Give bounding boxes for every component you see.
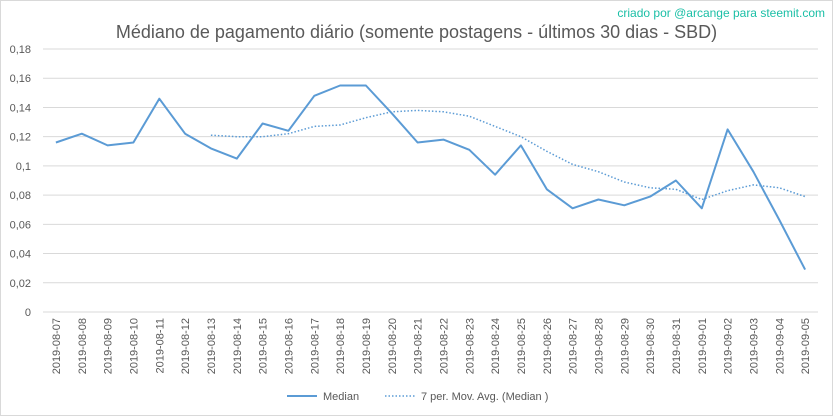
x-tick-label: 2019-08-07 [51, 318, 63, 374]
x-tick-label: 2019-08-24 [490, 318, 502, 374]
y-tick-label: 0,14 [10, 102, 31, 114]
x-tick-label: 2019-08-15 [258, 318, 270, 374]
x-tick-label: 2019-08-12 [180, 318, 192, 374]
x-tick-label: 2019-09-05 [800, 318, 812, 374]
x-tick-label: 2019-08-14 [232, 318, 244, 374]
y-tick-label: 0,12 [10, 132, 31, 144]
x-tick-label: 2019-08-13 [206, 318, 218, 374]
x-tick-label: 2019-08-26 [542, 318, 554, 374]
x-tick-label: 2019-08-19 [361, 318, 373, 374]
x-tick-label: 2019-08-21 [413, 318, 425, 374]
x-tick-label: 2019-09-04 [774, 318, 786, 374]
x-tick-label: 2019-08-23 [464, 318, 476, 374]
moving-average-line [210, 109, 806, 201]
x-tick-label: 2019-08-16 [283, 318, 295, 374]
x-tick-label: 2019-08-29 [619, 318, 631, 374]
y-tick-label: 0,08 [10, 190, 31, 202]
x-tick-label: 2019-08-25 [516, 318, 528, 374]
y-tick-label: 0,06 [10, 219, 31, 231]
x-tick-label: 2019-09-03 [748, 318, 760, 374]
x-tick-label: 2019-08-11 [154, 318, 166, 373]
x-tick-label: 2019-09-01 [697, 318, 709, 374]
credit-text: criado por @arcange para steemit.com [617, 6, 825, 20]
chart-title: Médiano de pagamento diário (somente pos… [115, 22, 718, 42]
x-tick-label: 2019-08-28 [593, 318, 605, 374]
x-tick-label: 2019-08-09 [103, 318, 115, 374]
y-tick-label: 0 [25, 307, 31, 319]
y-tick-label: 0,18 [10, 44, 31, 56]
x-tick-label: 2019-09-02 [723, 318, 735, 374]
y-tick-label: 0,02 [10, 278, 31, 290]
x-tick-label: 2019-08-18 [335, 318, 347, 374]
x-tick-label: 2019-08-30 [645, 318, 657, 374]
x-tick-label: 2019-08-22 [438, 318, 450, 374]
y-tick-label: 0,1 [16, 161, 31, 173]
x-tick-label: 2019-08-10 [128, 318, 140, 374]
x-tick-label: 2019-08-17 [309, 318, 321, 374]
legend-label: Median [323, 391, 359, 403]
y-tick-label: 0,16 [10, 73, 31, 85]
x-tick-label: 2019-08-27 [568, 318, 580, 374]
y-tick-label: 0,04 [10, 249, 31, 261]
legend-label: 7 per. Mov. Avg. (Median ) [421, 391, 548, 403]
median-line [55, 84, 806, 271]
x-tick-label: 2019-08-20 [387, 318, 399, 374]
x-tick-label: 2019-08-08 [77, 318, 89, 374]
x-tick-label: 2019-08-31 [671, 318, 683, 374]
